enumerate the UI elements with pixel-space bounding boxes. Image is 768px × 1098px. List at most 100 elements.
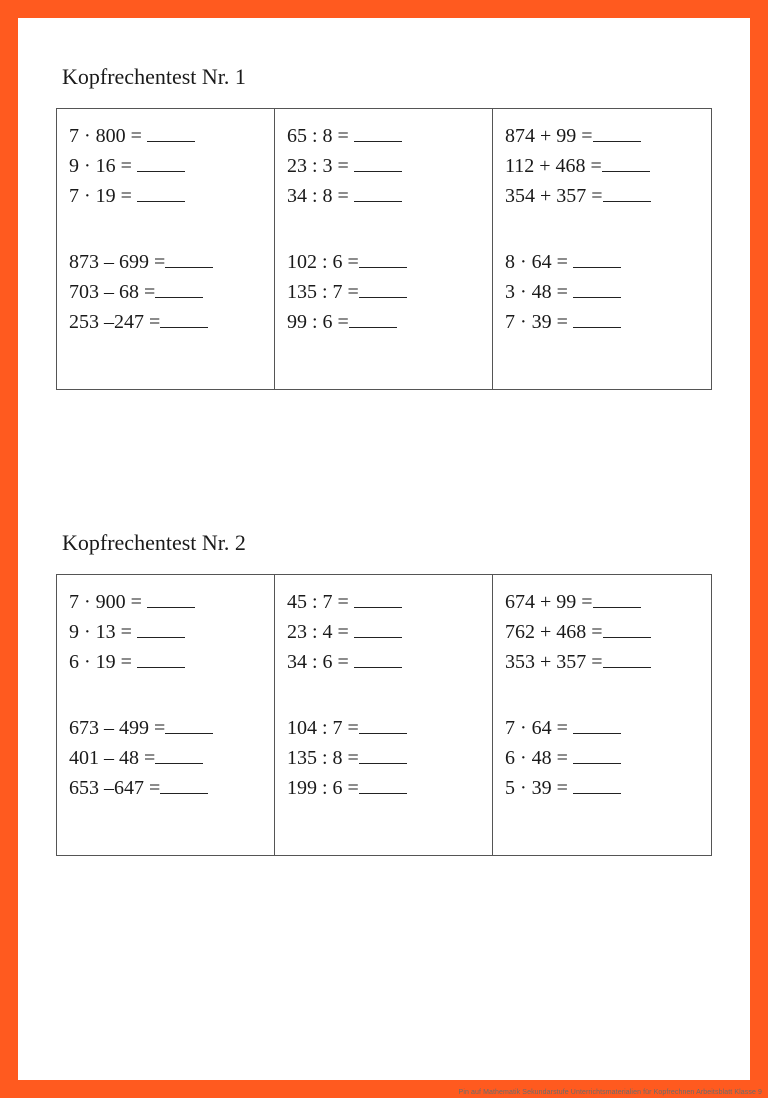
equation-text: 873 – 699 = xyxy=(69,251,165,273)
answer-blank xyxy=(354,620,402,638)
problem-group: 673 – 499 = 401 – 48 = 653 –647 = xyxy=(69,713,264,803)
problem-line: 34 : 6 = xyxy=(287,647,482,677)
problem-group: 674 + 99 = 762 + 468 = 353 + 357 = xyxy=(505,587,701,677)
problem-line: 7 · 19 = xyxy=(69,181,264,211)
equation-text: 135 : 7 = xyxy=(287,281,359,303)
problem-line: 253 –247 = xyxy=(69,307,264,337)
problem-group: 7 · 800 = 9 · 16 = 7 · 19 = xyxy=(69,121,264,211)
problem-line: 23 : 4 = xyxy=(287,617,482,647)
equation-text: 23 : 3 = xyxy=(287,155,354,177)
problem-line: 762 + 468 = xyxy=(505,617,701,647)
equation-text: 7 · 800 = xyxy=(69,125,147,147)
problem-group: 104 : 7 = 135 : 8 = 199 : 6 = xyxy=(287,713,482,803)
equation-text: 7 · 900 = xyxy=(69,591,147,613)
problem-line: 5 · 39 = xyxy=(505,773,701,803)
answer-blank xyxy=(137,154,185,172)
answer-blank xyxy=(573,250,621,268)
grid-cell: 874 + 99 = 112 + 468 = 354 + 357 = 8 · 6… xyxy=(493,109,711,389)
test-title: Kopfrechentest Nr. 1 xyxy=(62,64,712,90)
problem-line: 9 · 13 = xyxy=(69,617,264,647)
problem-line: 7 · 39 = xyxy=(505,307,701,337)
problem-line: 99 : 6 = xyxy=(287,307,482,337)
test-block-1: Kopfrechentest Nr. 1 7 · 800 = 9 · 16 = … xyxy=(56,64,712,390)
equation-text: 9 · 13 = xyxy=(69,621,137,643)
problem-line: 6 · 48 = xyxy=(505,743,701,773)
problem-line: 6 · 19 = xyxy=(69,647,264,677)
problem-line: 653 –647 = xyxy=(69,773,264,803)
problem-line: 102 : 6 = xyxy=(287,247,482,277)
worksheet-page: Kopfrechentest Nr. 1 7 · 800 = 9 · 16 = … xyxy=(18,18,750,1080)
equation-text: 135 : 8 = xyxy=(287,747,359,769)
equation-text: 99 : 6 = xyxy=(287,311,349,333)
equation-text: 353 + 357 = xyxy=(505,651,603,673)
answer-blank xyxy=(573,310,621,328)
problem-line: 135 : 7 = xyxy=(287,277,482,307)
answer-blank xyxy=(602,154,650,172)
problem-line: 7 · 64 = xyxy=(505,713,701,743)
image-caption: Pin auf Mathematik Sekundarstufe Unterri… xyxy=(459,1089,762,1096)
grid-cell: 7 · 800 = 9 · 16 = 7 · 19 = 873 – 699 = … xyxy=(57,109,275,389)
grid-cell: 45 : 7 = 23 : 4 = 34 : 6 = 104 : 7 = 135… xyxy=(275,575,493,855)
problem-line: 65 : 8 = xyxy=(287,121,482,151)
equation-text: 23 : 4 = xyxy=(287,621,354,643)
equation-text: 653 –647 = xyxy=(69,777,160,799)
equation-text: 102 : 6 = xyxy=(287,251,359,273)
problem-line: 353 + 357 = xyxy=(505,647,701,677)
answer-blank xyxy=(603,184,651,202)
equation-text: 674 + 99 = xyxy=(505,591,593,613)
problem-line: 45 : 7 = xyxy=(287,587,482,617)
answer-blank xyxy=(573,776,621,794)
test-title: Kopfrechentest Nr. 2 xyxy=(62,530,712,556)
equation-text: 874 + 99 = xyxy=(505,125,593,147)
answer-blank xyxy=(354,184,402,202)
equation-text: 7 · 39 = xyxy=(505,311,573,333)
problem-group: 7 · 64 = 6 · 48 = 5 · 39 = xyxy=(505,713,701,803)
answer-blank xyxy=(359,716,407,734)
problem-line: 23 : 3 = xyxy=(287,151,482,181)
answer-blank xyxy=(359,280,407,298)
problem-line: 34 : 8 = xyxy=(287,181,482,211)
equation-text: 6 · 48 = xyxy=(505,747,573,769)
equation-text: 703 – 68 = xyxy=(69,281,155,303)
problem-group: 8 · 64 = 3 · 48 = 7 · 39 = xyxy=(505,247,701,337)
answer-blank xyxy=(573,280,621,298)
answer-blank xyxy=(593,124,641,142)
answer-blank xyxy=(160,776,208,794)
equation-text: 6 · 19 = xyxy=(69,651,137,673)
equation-text: 112 + 468 = xyxy=(505,155,602,177)
problem-group: 65 : 8 = 23 : 3 = 34 : 8 = xyxy=(287,121,482,211)
answer-blank xyxy=(359,776,407,794)
problem-line: 873 – 699 = xyxy=(69,247,264,277)
answer-blank xyxy=(147,590,195,608)
problem-line: 7 · 800 = xyxy=(69,121,264,151)
problem-line: 9 · 16 = xyxy=(69,151,264,181)
equation-text: 9 · 16 = xyxy=(69,155,137,177)
answer-blank xyxy=(354,650,402,668)
answer-blank xyxy=(354,590,402,608)
answer-blank xyxy=(137,184,185,202)
problem-group: 45 : 7 = 23 : 4 = 34 : 6 = xyxy=(287,587,482,677)
answer-blank xyxy=(603,650,651,668)
grid-cell: 674 + 99 = 762 + 468 = 353 + 357 = 7 · 6… xyxy=(493,575,711,855)
problem-line: 199 : 6 = xyxy=(287,773,482,803)
answer-blank xyxy=(359,250,407,268)
answer-blank xyxy=(354,124,402,142)
equation-text: 199 : 6 = xyxy=(287,777,359,799)
equation-text: 673 – 499 = xyxy=(69,717,165,739)
equation-text: 401 – 48 = xyxy=(69,747,155,769)
equation-text: 104 : 7 = xyxy=(287,717,359,739)
equation-text: 65 : 8 = xyxy=(287,125,354,147)
problem-line: 3 · 48 = xyxy=(505,277,701,307)
problem-grid: 7 · 800 = 9 · 16 = 7 · 19 = 873 – 699 = … xyxy=(56,108,712,390)
answer-blank xyxy=(155,280,203,298)
answer-blank xyxy=(137,620,185,638)
answer-blank xyxy=(155,746,203,764)
problem-line: 8 · 64 = xyxy=(505,247,701,277)
answer-blank xyxy=(160,310,208,328)
problem-group: 102 : 6 = 135 : 7 = 99 : 6 = xyxy=(287,247,482,337)
equation-text: 34 : 6 = xyxy=(287,651,354,673)
grid-cell: 7 · 900 = 9 · 13 = 6 · 19 = 673 – 499 = … xyxy=(57,575,275,855)
answer-blank xyxy=(165,716,213,734)
problem-line: 703 – 68 = xyxy=(69,277,264,307)
problem-line: 401 – 48 = xyxy=(69,743,264,773)
